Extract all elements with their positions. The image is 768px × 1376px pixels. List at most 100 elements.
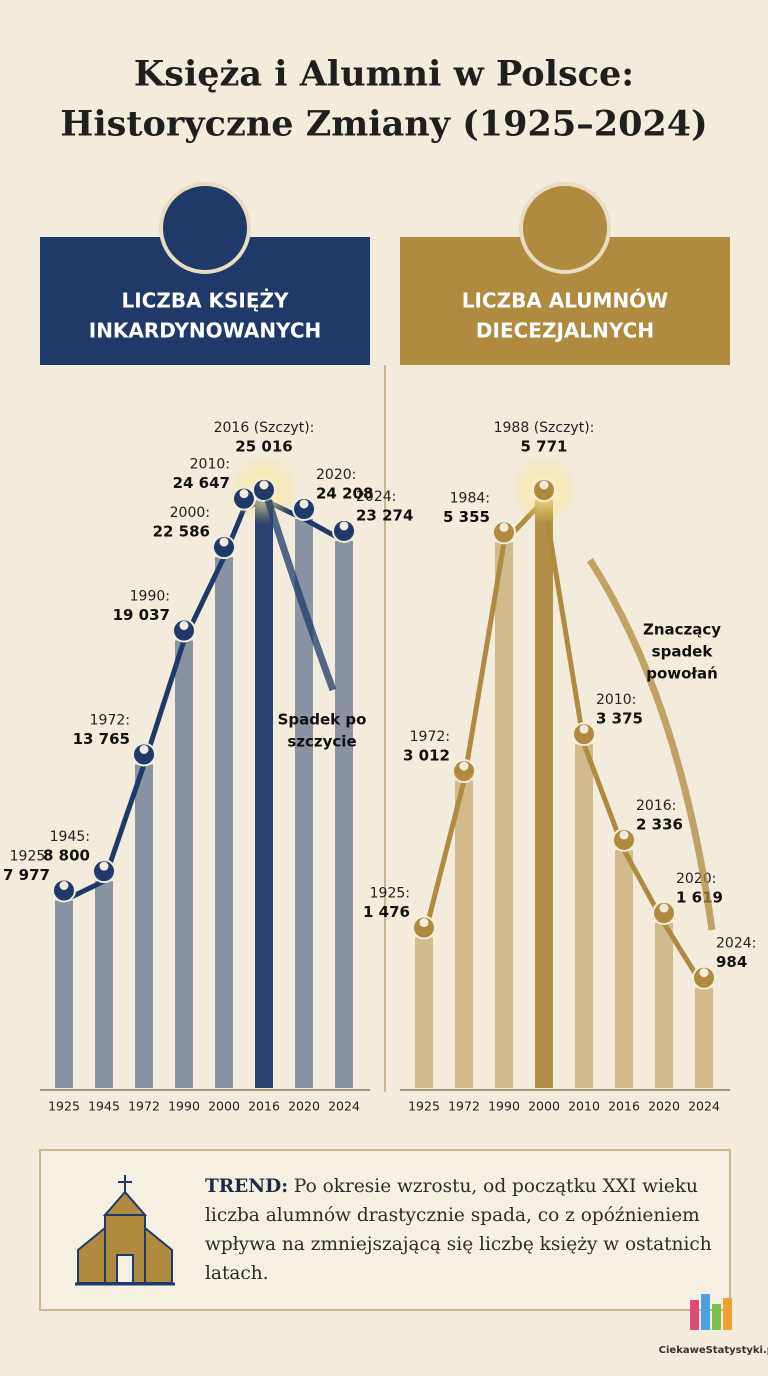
value-label: 3 375 — [596, 710, 643, 728]
trend-text: TREND: Po okresie wzrostu, od początku X… — [205, 1172, 715, 1288]
x-tick-label: 2016 — [248, 1099, 280, 1114]
title: Księża i Alumni w Polsce: — [134, 54, 634, 95]
point-label: 2024: — [356, 489, 396, 505]
x-tick-label: 2020 — [288, 1099, 320, 1114]
annotation: powołań — [646, 665, 718, 683]
point-head — [99, 861, 109, 871]
value-label: 1 476 — [363, 903, 410, 921]
x-tick-label: 2020 — [648, 1099, 680, 1114]
point-label: 2024: — [716, 936, 756, 952]
bar — [575, 744, 593, 1088]
point — [52, 878, 76, 903]
value-label: 19 037 — [113, 606, 170, 624]
annotation: spadek — [652, 643, 714, 661]
point-head — [299, 499, 309, 509]
x-tick-label: 1925 — [408, 1099, 440, 1114]
value-label: 8 800 — [43, 847, 90, 865]
value-label: 2 336 — [636, 815, 683, 833]
logo-text: CiekaweStatystyki.pl — [659, 1345, 768, 1356]
church-icon — [75, 1175, 175, 1286]
x-tick-label: 1925 — [48, 1099, 80, 1114]
value-label: 13 765 — [73, 730, 130, 748]
point-head — [619, 830, 629, 840]
bar — [655, 923, 673, 1088]
point-label: 1984: — [450, 490, 490, 506]
point-label: 2000: — [170, 505, 210, 521]
point — [252, 478, 276, 502]
bar — [255, 500, 273, 1088]
panel-title: LICZBA ALUMNÓW — [462, 289, 669, 313]
point-label: 2016: — [636, 798, 676, 814]
point-head — [699, 968, 709, 978]
bar — [135, 764, 153, 1088]
value-label: 7 977 — [3, 866, 50, 884]
point-head — [59, 881, 69, 891]
x-tick-label: 1972 — [448, 1099, 480, 1114]
x-tick-label: 2024 — [688, 1099, 720, 1114]
point-head — [239, 489, 249, 499]
x-tick-label: 2016 — [608, 1099, 640, 1114]
point — [92, 859, 116, 884]
point-head — [419, 918, 429, 928]
value-label: 5 771 — [521, 438, 568, 456]
point-head — [499, 522, 509, 532]
bar — [55, 900, 73, 1088]
point — [332, 518, 356, 543]
bar — [95, 881, 113, 1088]
bar — [175, 640, 193, 1088]
annotation: Spadek po — [278, 711, 367, 729]
bar — [215, 557, 233, 1088]
point — [572, 722, 596, 747]
x-tick-label: 2000 — [528, 1099, 560, 1114]
header-icon — [519, 182, 611, 274]
value-label: 25 016 — [235, 438, 292, 456]
point-head — [459, 761, 469, 771]
point-label: 1945: — [50, 829, 90, 845]
value-label: 1 619 — [676, 889, 723, 907]
value-label: 984 — [716, 953, 747, 971]
point-label: 1972: — [90, 712, 130, 728]
value-label: 24 647 — [173, 474, 230, 492]
point-label: 2020: — [676, 871, 716, 887]
point-label: 1988 (Szczyt): — [494, 420, 595, 436]
point-head — [539, 480, 549, 490]
point-label: 1990: — [130, 589, 170, 605]
point-head — [219, 537, 229, 547]
title: Historyczne Zmiany (1925–2024) — [60, 104, 707, 145]
point-label: 2020: — [316, 467, 356, 483]
x-tick-label: 2024 — [328, 1099, 360, 1114]
point-head — [179, 621, 189, 631]
point — [412, 915, 436, 940]
value-label: 24 208 — [316, 484, 373, 502]
trend-arrow — [587, 558, 716, 931]
point — [692, 965, 716, 990]
bar — [415, 937, 433, 1088]
point-label: 1972: — [410, 729, 450, 745]
trend-body: Po okresie wzrostu, od początku XXI wiek… — [205, 1176, 712, 1284]
point — [132, 742, 156, 767]
point — [212, 535, 236, 560]
trend-label: TREND: — [205, 1176, 289, 1197]
header-icon — [159, 182, 251, 274]
point-label: 1925: — [10, 849, 50, 865]
point-head — [659, 903, 669, 913]
point — [232, 486, 256, 511]
trend-arrow — [264, 498, 337, 692]
x-tick-label: 2010 — [568, 1099, 600, 1114]
point — [172, 618, 196, 643]
value-label: 5 355 — [443, 508, 490, 526]
point — [492, 520, 516, 545]
point-label: 2016 (Szczyt): — [214, 420, 315, 436]
point-head — [139, 744, 149, 754]
x-tick-label: 1990 — [168, 1099, 200, 1114]
point-head — [339, 521, 349, 531]
point — [652, 901, 676, 926]
point-label: 2010: — [596, 692, 636, 708]
panel-title: LICZBA KSIĘŻY — [121, 289, 289, 313]
panel-title: DIECEZJALNYCH — [476, 319, 654, 343]
bar — [695, 987, 713, 1088]
point-head — [579, 724, 589, 734]
x-tick-label: 1972 — [128, 1099, 160, 1114]
bar — [615, 849, 633, 1088]
